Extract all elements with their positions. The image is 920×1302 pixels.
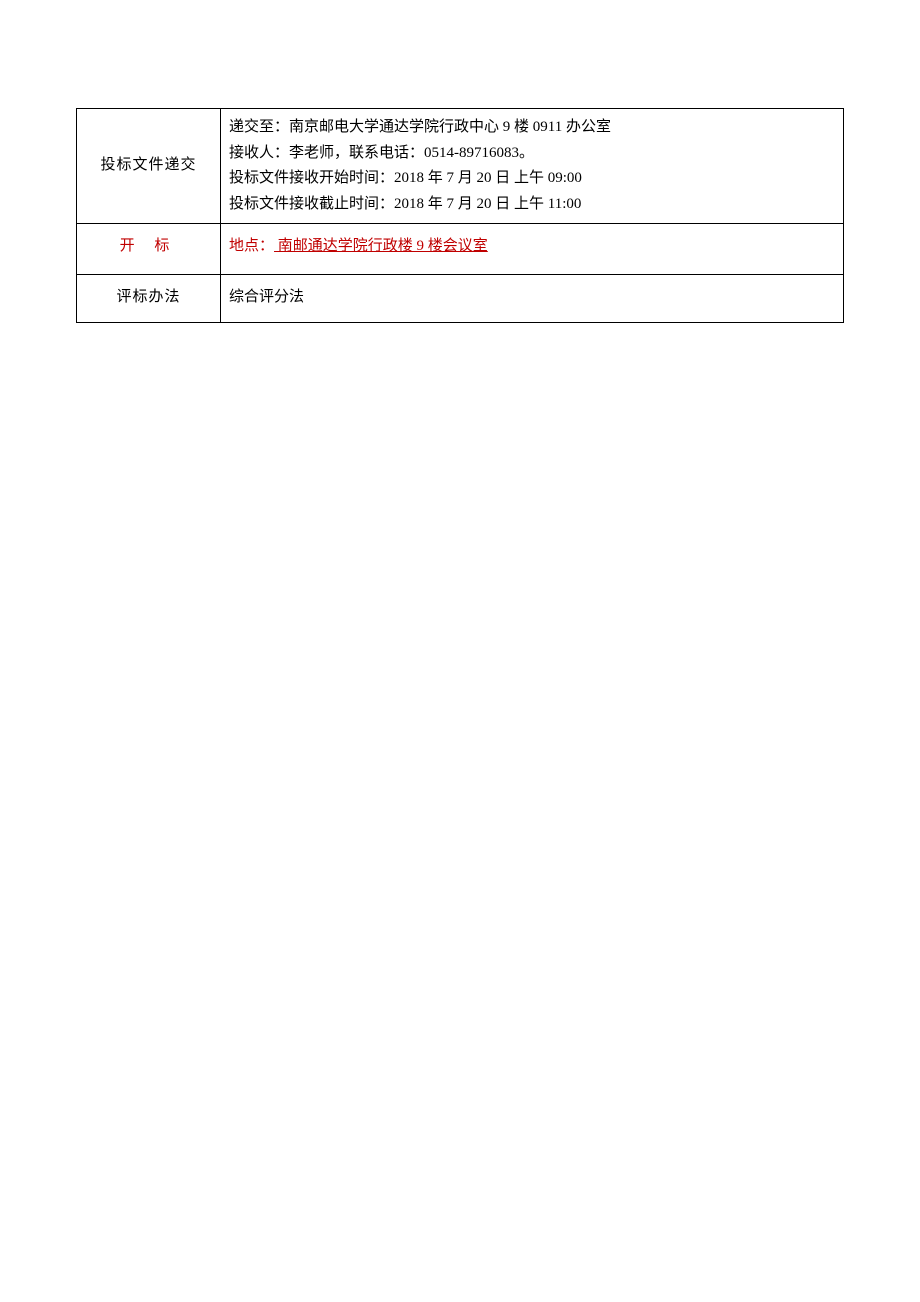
opening-location-value: 南邮通达学院行政楼 9 楼会议室: [274, 238, 488, 254]
row-label-evaluation: 评标办法: [77, 274, 221, 323]
bid-info-table: 投标文件递交 递交至：南京邮电大学通达学院行政中心 9 楼 0911 办公室 接…: [76, 108, 844, 323]
table-row-opening: 开 标 地点： 南邮通达学院行政楼 9 楼会议室: [77, 224, 844, 275]
opening-location-prefix: 地点：: [229, 238, 274, 254]
submission-contact: 接收人：李老师，联系电话：0514-89716083。: [229, 141, 835, 167]
row-label-submission: 投标文件递交: [77, 109, 221, 224]
submission-end-time: 投标文件接收截止时间：2018 年 7 月 20 日 上午 11:00: [229, 192, 835, 218]
row-content-opening: 地点： 南邮通达学院行政楼 9 楼会议室: [221, 224, 844, 275]
row-content-evaluation: 综合评分法: [221, 274, 844, 323]
table-row-evaluation: 评标办法 综合评分法: [77, 274, 844, 323]
row-label-opening: 开 标: [77, 224, 221, 275]
submission-address: 递交至：南京邮电大学通达学院行政中心 9 楼 0911 办公室: [229, 115, 835, 141]
submission-start-time: 投标文件接收开始时间：2018 年 7 月 20 日 上午 09:00: [229, 166, 835, 192]
row-content-submission: 递交至：南京邮电大学通达学院行政中心 9 楼 0911 办公室 接收人：李老师，…: [221, 109, 844, 224]
table-row-submission: 投标文件递交 递交至：南京邮电大学通达学院行政中心 9 楼 0911 办公室 接…: [77, 109, 844, 224]
